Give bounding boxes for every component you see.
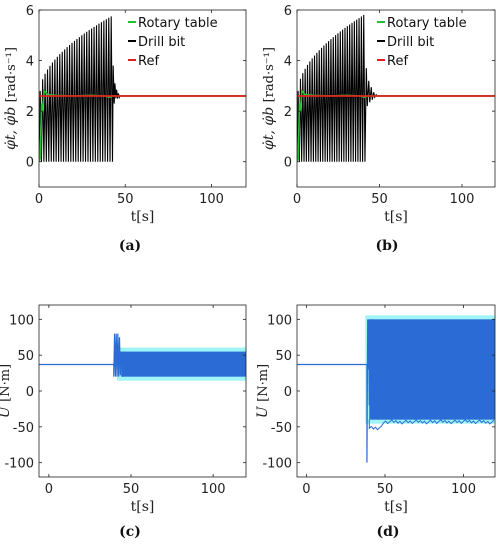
- y-tick-label: 50: [17, 349, 34, 364]
- y-axis-unit: [rad·s⁻¹]: [4, 47, 19, 102]
- y-tick-label: 6: [284, 4, 292, 19]
- series-u-line: [297, 319, 374, 463]
- legend-label-drill: Drill bit: [138, 35, 185, 50]
- x-tick-label: 100: [451, 482, 476, 497]
- y-tick-label: 50: [275, 349, 292, 364]
- y-axis-unit: [N·m]: [256, 364, 271, 402]
- x-tick-label: 0: [45, 482, 53, 497]
- x-tick-label: 0: [302, 482, 310, 497]
- plot-area: [297, 15, 495, 162]
- y-tick-label: 0: [284, 156, 292, 171]
- series-u-band: [369, 319, 495, 420]
- y-axis-unit: [N·m]: [0, 364, 13, 402]
- panel-caption: (c): [119, 524, 141, 540]
- legend-label-ref: Ref: [387, 54, 408, 69]
- series-u-band: [121, 351, 246, 377]
- y-tick-label: 2: [284, 105, 292, 120]
- y-axis-label: φ̇t, φ̇b [rad·s⁻¹]: [3, 47, 19, 150]
- x-axis-label: t[s]: [131, 499, 155, 515]
- plot-area: [39, 333, 246, 381]
- y-axis-symbol: U: [0, 402, 13, 418]
- y-tick-label: -50: [13, 421, 34, 436]
- plot-area: [297, 315, 495, 463]
- y-tick-label: 4: [26, 55, 34, 70]
- chart-panel-3: 0 50 100 -100 -50 0 50 100 t[s] U [N·m] (c): [0, 304, 247, 540]
- x-tick-label: 0: [35, 192, 43, 207]
- y-axis-label: U [N·m]: [0, 364, 13, 418]
- x-tick-label: 50: [117, 192, 134, 207]
- y-tick-label: -50: [271, 421, 292, 436]
- y-axis-label: φ̇t, φ̇b [rad·s⁻¹]: [261, 47, 277, 150]
- legend: Rotary table Drill bit Ref: [377, 16, 467, 69]
- y-tick-label: 0: [26, 385, 34, 400]
- x-tick-label: 50: [371, 192, 388, 207]
- legend-label-ref: Ref: [138, 54, 159, 69]
- x-tick-label: 50: [123, 482, 140, 497]
- chart-panel-2: Rotary table Drill bit Ref 0 50 100 0 2 4 6 t[s] φ̇…: [261, 4, 496, 254]
- x-axis-label: t[s]: [384, 499, 408, 515]
- series-drill-bit-line: [39, 16, 246, 162]
- plot-area: [39, 16, 246, 162]
- x-tick-label: 100: [201, 482, 226, 497]
- x-tick-label: 100: [450, 192, 475, 207]
- panel-caption: (d): [376, 524, 399, 540]
- y-tick-label: 4: [284, 55, 292, 70]
- y-tick-label: 2: [26, 105, 34, 120]
- x-tick-label: 50: [377, 482, 394, 497]
- axes-box: [38, 9, 247, 188]
- legend-label-drill: Drill bit: [387, 35, 434, 50]
- x-tick-label: 0: [293, 192, 301, 207]
- y-axis-unit: [rad·s⁻¹]: [262, 47, 277, 102]
- y-tick-label: -100: [4, 457, 34, 472]
- legend: Rotary table Drill bit Ref: [128, 16, 218, 69]
- y-axis-symbol: φ̇t, φ̇b: [3, 102, 19, 150]
- legend-label-rotary: Rotary table: [138, 16, 218, 31]
- y-tick-label: 100: [267, 313, 292, 328]
- y-tick-label: 0: [26, 156, 34, 171]
- panel-caption: (a): [119, 238, 141, 254]
- y-tick-label: 100: [9, 313, 34, 328]
- y-tick-label: 6: [26, 4, 34, 19]
- y-axis-symbol: φ̇t, φ̇b: [261, 102, 277, 150]
- legend-label-rotary: Rotary table: [387, 16, 467, 31]
- y-tick-label: -100: [262, 457, 292, 472]
- axes-box: [296, 9, 496, 188]
- series-u-line: [39, 333, 126, 377]
- chart-panel-4: 0 50 100 -100 -50 0 50 100 t[s] U [N·m] (d): [255, 304, 496, 540]
- y-tick-label: 0: [284, 385, 292, 400]
- y-axis-symbol: U: [255, 402, 271, 418]
- x-axis-label: t[s]: [384, 209, 408, 225]
- x-tick-label: 100: [199, 192, 224, 207]
- panel-caption: (b): [375, 238, 398, 254]
- series-u-band-edge: [368, 418, 495, 431]
- y-axis-label: U [N·m]: [255, 364, 271, 418]
- series-drill-bit-line: [297, 15, 495, 162]
- chart-panel-1: Rotary table Drill bit Ref 0 50 100 0 2 4 6 t[s] φ̇…: [3, 4, 247, 254]
- x-axis-label: t[s]: [131, 209, 155, 225]
- axes-box: [38, 304, 247, 478]
